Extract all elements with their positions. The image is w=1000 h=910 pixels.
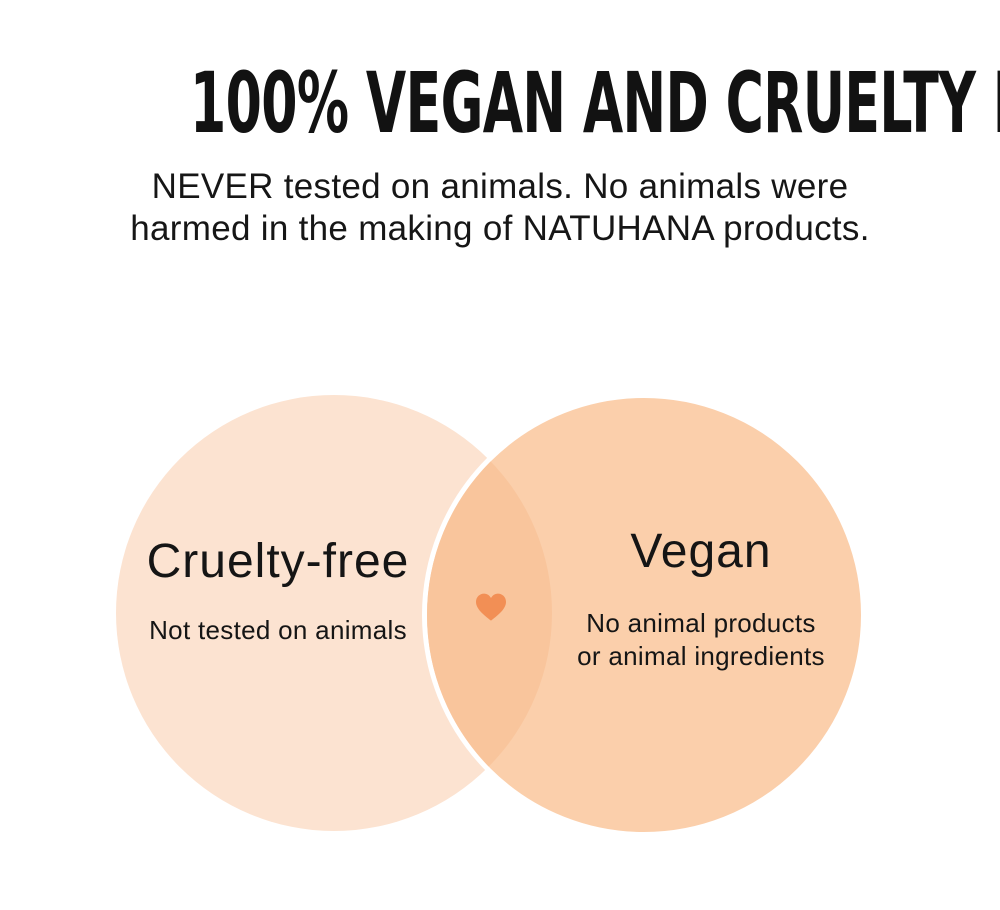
subtitle: NEVER tested on animals. No animals were… — [0, 166, 1000, 250]
cruelty-free-label: Cruelty-free Not tested on animals — [118, 534, 438, 647]
vegan-description-line-1: No animal products — [586, 608, 816, 638]
cruelty-free-description: Not tested on animals — [149, 615, 407, 645]
vegan-label: Vegan No animal products or animal ingre… — [540, 524, 862, 673]
cruelty-free-title: Cruelty-free — [146, 535, 410, 588]
vegan-title: Vegan — [630, 525, 772, 578]
heart-icon — [476, 593, 506, 622]
subtitle-line-1: NEVER tested on animals. No animals were — [151, 167, 849, 206]
vegan-description-line-2: or animal ingredients — [577, 641, 825, 671]
subtitle-line-2: harmed in the making of NATUHANA product… — [130, 209, 870, 248]
vegan-description: No animal products or animal ingredients — [540, 607, 862, 673]
